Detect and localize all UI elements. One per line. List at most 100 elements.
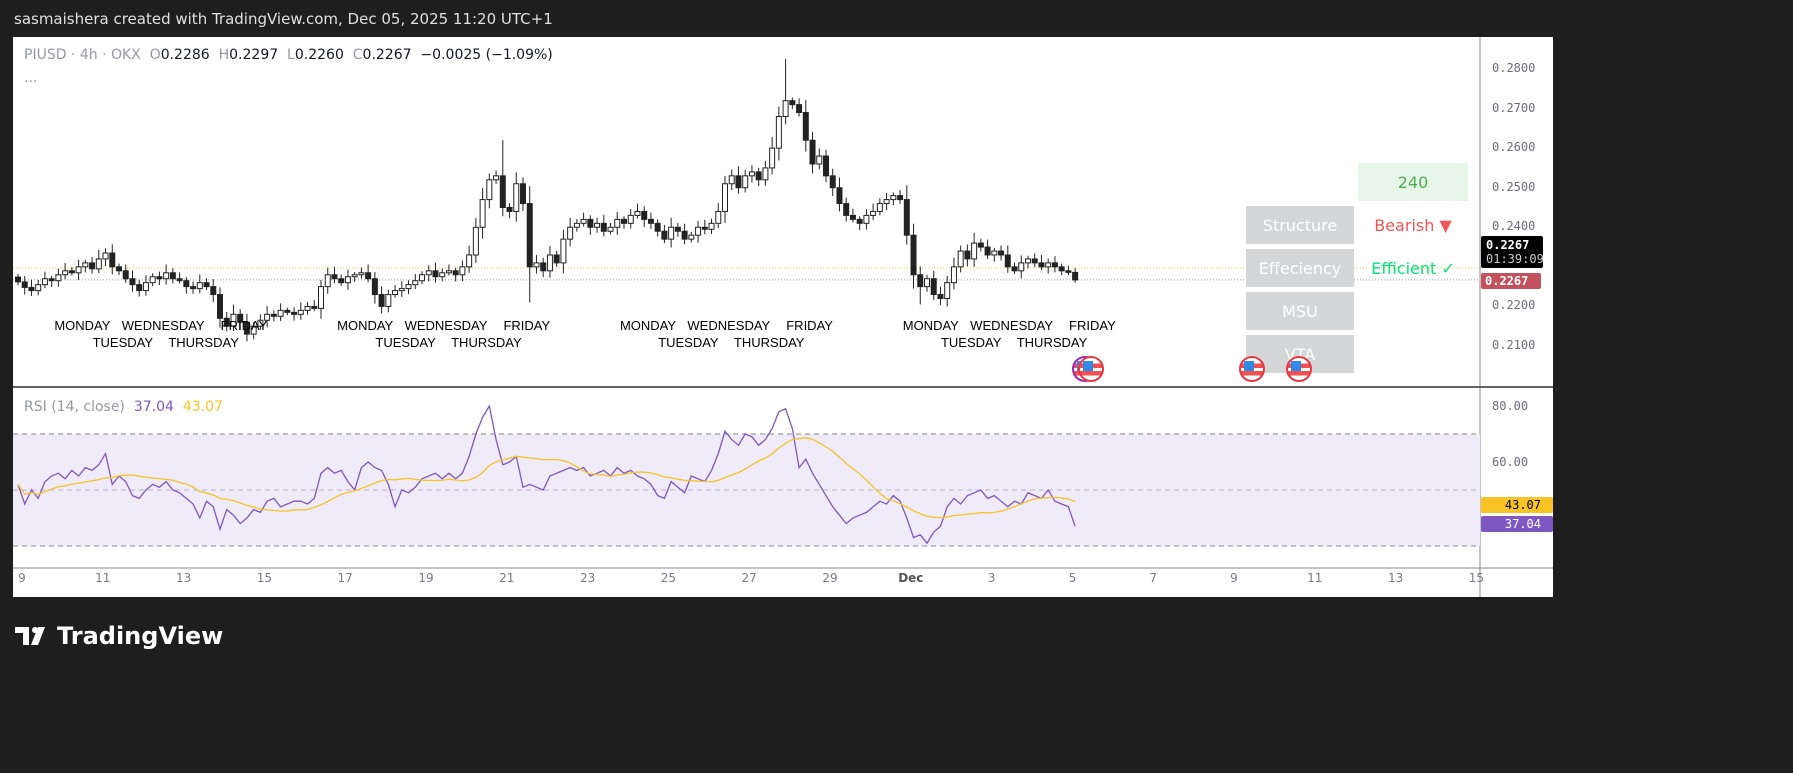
- candle: [493, 175, 500, 181]
- candle: [540, 262, 547, 272]
- weekday-label: TUESDAY: [92, 335, 154, 350]
- candle: [546, 254, 553, 272]
- candle: [950, 266, 957, 284]
- candle: [924, 278, 930, 288]
- candle: [89, 262, 96, 270]
- price-tick: 0.2800: [1492, 61, 1536, 75]
- time-tick: 9: [1230, 571, 1238, 585]
- candle: [499, 175, 506, 208]
- candle: [762, 167, 769, 181]
- candle: [984, 246, 991, 256]
- candle: [21, 281, 28, 288]
- weekday-label: MONDAY: [902, 318, 959, 333]
- time-tick: 25: [660, 571, 677, 585]
- high-label: H: [218, 47, 230, 63]
- rsi-legend: RSI (14, close) 37.04 43.07: [24, 399, 223, 415]
- rsi-label[interactable]: RSI (14, close): [24, 399, 125, 415]
- candle: [210, 286, 217, 296]
- time-tick: 29: [822, 571, 838, 585]
- symbol-legend: PIUSD · 4h · OKX O0.2286 H0.2297 L0.2260…: [24, 47, 553, 63]
- last-price-badge: 0.2267 01:39:09: [1481, 236, 1544, 268]
- candle: [816, 155, 823, 165]
- candle: [371, 278, 378, 296]
- candle: [82, 262, 89, 268]
- candle: [722, 183, 728, 212]
- efficiency-value: Efficient ✓: [1371, 258, 1455, 278]
- tradingview-logo[interactable]: TradingView: [15, 622, 223, 650]
- candle: [789, 100, 796, 106]
- candle: [55, 274, 62, 282]
- symbol-info[interactable]: PIUSD · 4h · OKX: [24, 47, 141, 63]
- candle: [284, 309, 291, 313]
- rsi-badge: 37.04: [1481, 516, 1553, 532]
- candle: [237, 313, 244, 323]
- candle: [910, 234, 917, 276]
- candle: [688, 234, 695, 240]
- candle: [823, 155, 829, 177]
- candle: [573, 222, 580, 228]
- candle: [594, 222, 601, 228]
- candle: [196, 282, 203, 290]
- low-value: 0.2260: [294, 47, 344, 63]
- candle: [291, 311, 298, 315]
- weekday-label: FRIDAY: [220, 318, 268, 333]
- us-flag-icon[interactable]: [1286, 356, 1312, 382]
- candle: [35, 284, 42, 292]
- candle: [142, 282, 149, 292]
- candle: [849, 214, 856, 220]
- candle: [748, 171, 755, 177]
- candle: [277, 309, 284, 317]
- candle: [365, 272, 372, 280]
- candle: [398, 288, 405, 292]
- price-tick: 0.2100: [1492, 337, 1536, 352]
- candle: [223, 317, 230, 327]
- candle: [796, 104, 803, 114]
- candle: [897, 195, 904, 201]
- candle: [439, 272, 446, 278]
- structure-value: Bearish ▼: [1374, 215, 1452, 235]
- candle: [580, 218, 587, 224]
- candle: [1011, 266, 1018, 272]
- candle: [68, 270, 75, 274]
- time-tick: 11: [1307, 571, 1323, 585]
- time-tick: 13: [175, 571, 192, 585]
- candle: [991, 250, 998, 256]
- weekday-label: MONDAY: [54, 318, 111, 333]
- candle: [358, 272, 365, 276]
- candle: [708, 222, 715, 230]
- weekday-label: FRIDAY: [786, 318, 833, 333]
- candle: [829, 175, 836, 189]
- candle: [304, 305, 311, 311]
- candle: [1004, 254, 1011, 268]
- candle: [412, 280, 419, 286]
- candle: [735, 175, 742, 189]
- candle: [553, 254, 560, 264]
- candle: [28, 286, 35, 292]
- candle: [977, 242, 984, 248]
- candle: [520, 183, 526, 205]
- candle: [419, 274, 425, 282]
- more-options-button[interactable]: ...: [24, 70, 38, 86]
- candle: [856, 218, 863, 224]
- candle: [264, 313, 271, 321]
- candle: [654, 222, 661, 232]
- candle: [567, 226, 574, 240]
- candle: [344, 276, 351, 284]
- candle: [392, 290, 399, 296]
- candle: [1031, 258, 1038, 264]
- us-flag-icon[interactable]: [1239, 356, 1265, 382]
- candle: [782, 100, 789, 117]
- candle: [695, 226, 702, 236]
- candle: [486, 179, 493, 201]
- candle: [190, 286, 197, 290]
- us-flag-icon[interactable]: [1078, 356, 1104, 382]
- candle: [1065, 270, 1072, 273]
- candle: [217, 294, 223, 319]
- candle: [479, 199, 486, 228]
- time-tick: 7: [1149, 571, 1158, 585]
- candle: [742, 175, 749, 189]
- candle: [775, 115, 782, 149]
- time-tick: 23: [579, 571, 596, 585]
- candle: [634, 210, 641, 216]
